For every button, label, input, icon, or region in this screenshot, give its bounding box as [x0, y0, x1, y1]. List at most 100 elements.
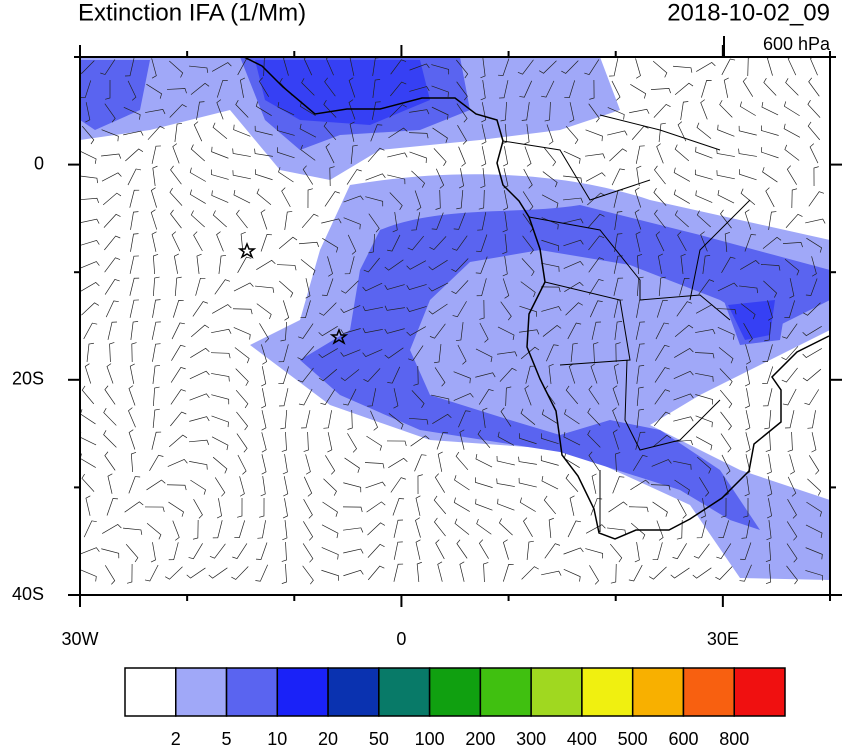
wind-barb [674, 144, 690, 162]
wind-barb [129, 363, 135, 384]
wind-barb [654, 209, 666, 229]
wind-barb [349, 121, 355, 142]
wind-barb [255, 285, 275, 293]
wind-barb [211, 436, 229, 451]
wind-barb [261, 344, 268, 365]
wind-barb [190, 479, 206, 495]
wind-barb [521, 566, 539, 580]
wind-barb [299, 241, 320, 248]
wind-barb [505, 386, 512, 407]
wind-barb [743, 322, 753, 343]
wind-barb [541, 570, 562, 576]
wind-barb [300, 300, 311, 318]
wind-barb [104, 279, 120, 295]
wind-barb [807, 121, 821, 141]
wind-barb [673, 370, 694, 380]
wind-barb [716, 543, 732, 559]
wind-barb [212, 304, 232, 314]
wind-barb [452, 301, 467, 318]
wind-barb [588, 235, 605, 251]
wind-barb [695, 372, 714, 382]
wind-barb [80, 80, 92, 98]
wind-barb [128, 407, 136, 428]
wind-barb [104, 565, 116, 585]
aerosol-medium [300, 205, 830, 530]
wind-barb [393, 563, 404, 582]
wind-barb [544, 543, 561, 559]
wind-barb [611, 168, 625, 186]
wind-barb [214, 477, 226, 497]
wind-barb [721, 58, 736, 76]
wind-barb [255, 101, 272, 116]
wind-barb [636, 253, 643, 275]
wind-barb [628, 564, 643, 582]
wind-barb [237, 454, 247, 475]
wind-barb [368, 213, 380, 233]
wind-barb [341, 280, 359, 294]
wind-barb [540, 286, 561, 293]
wind-barb [630, 522, 646, 540]
wind-barb [303, 521, 314, 541]
wind-barb [321, 218, 342, 224]
wind-barb [437, 561, 443, 582]
wind-barb [548, 363, 554, 384]
wind-barb [195, 277, 206, 296]
wind-barb [563, 431, 581, 446]
wind-barb [281, 431, 287, 452]
wind-barb [388, 457, 408, 468]
wind-barb [347, 234, 357, 255]
wind-barb [496, 456, 515, 466]
wind-barb [781, 367, 798, 383]
wind-barb [372, 79, 381, 98]
wind-barb [522, 235, 534, 255]
wind-barb [587, 408, 601, 426]
wind-barb [630, 84, 647, 99]
wind-barb [186, 567, 206, 579]
wind-barb [324, 191, 340, 207]
wind-barb [811, 256, 817, 277]
wind-barb [172, 143, 180, 164]
wind-barb [744, 234, 757, 252]
wind-barb [762, 236, 782, 249]
wind-barb [541, 306, 562, 312]
wind-barb [169, 104, 187, 118]
wind-barb [565, 302, 583, 316]
wind-barb [410, 435, 430, 447]
wind-barb [695, 329, 716, 335]
wind-barb [457, 125, 467, 145]
wind-barb [676, 519, 683, 540]
color-box [124, 667, 177, 717]
colorbar-label: 300 [516, 729, 546, 749]
wind-barb [211, 62, 232, 72]
wind-barb [171, 231, 181, 252]
wind-barb [719, 389, 733, 409]
wind-barb [152, 299, 161, 318]
wind-barb [173, 253, 179, 274]
wind-barb [673, 416, 694, 422]
wind-barb [541, 80, 555, 98]
wind-barb [322, 238, 339, 253]
wind-barb [783, 123, 801, 138]
wind-barb [767, 300, 773, 321]
wind-barb [146, 83, 163, 99]
wind-barb [696, 122, 712, 139]
wind-barb [256, 303, 272, 320]
wind-barb [256, 188, 272, 205]
wind-barb [653, 187, 667, 206]
wind-barb [523, 517, 533, 537]
wind-barb [585, 524, 606, 534]
colorbar-label: 400 [567, 729, 597, 749]
wind-barb [367, 543, 385, 558]
wind-barb [478, 539, 489, 559]
wind-barb [216, 498, 222, 519]
wind-barb [630, 479, 650, 491]
wind-barb [281, 187, 291, 208]
wind-barb [298, 388, 313, 406]
wind-barb [720, 433, 732, 453]
wind-barb [478, 189, 485, 210]
wind-barb [146, 522, 162, 540]
wind-barb [340, 369, 360, 382]
wind-barb [218, 254, 227, 274]
wind-barb [123, 106, 141, 120]
wind-barb [761, 102, 779, 116]
